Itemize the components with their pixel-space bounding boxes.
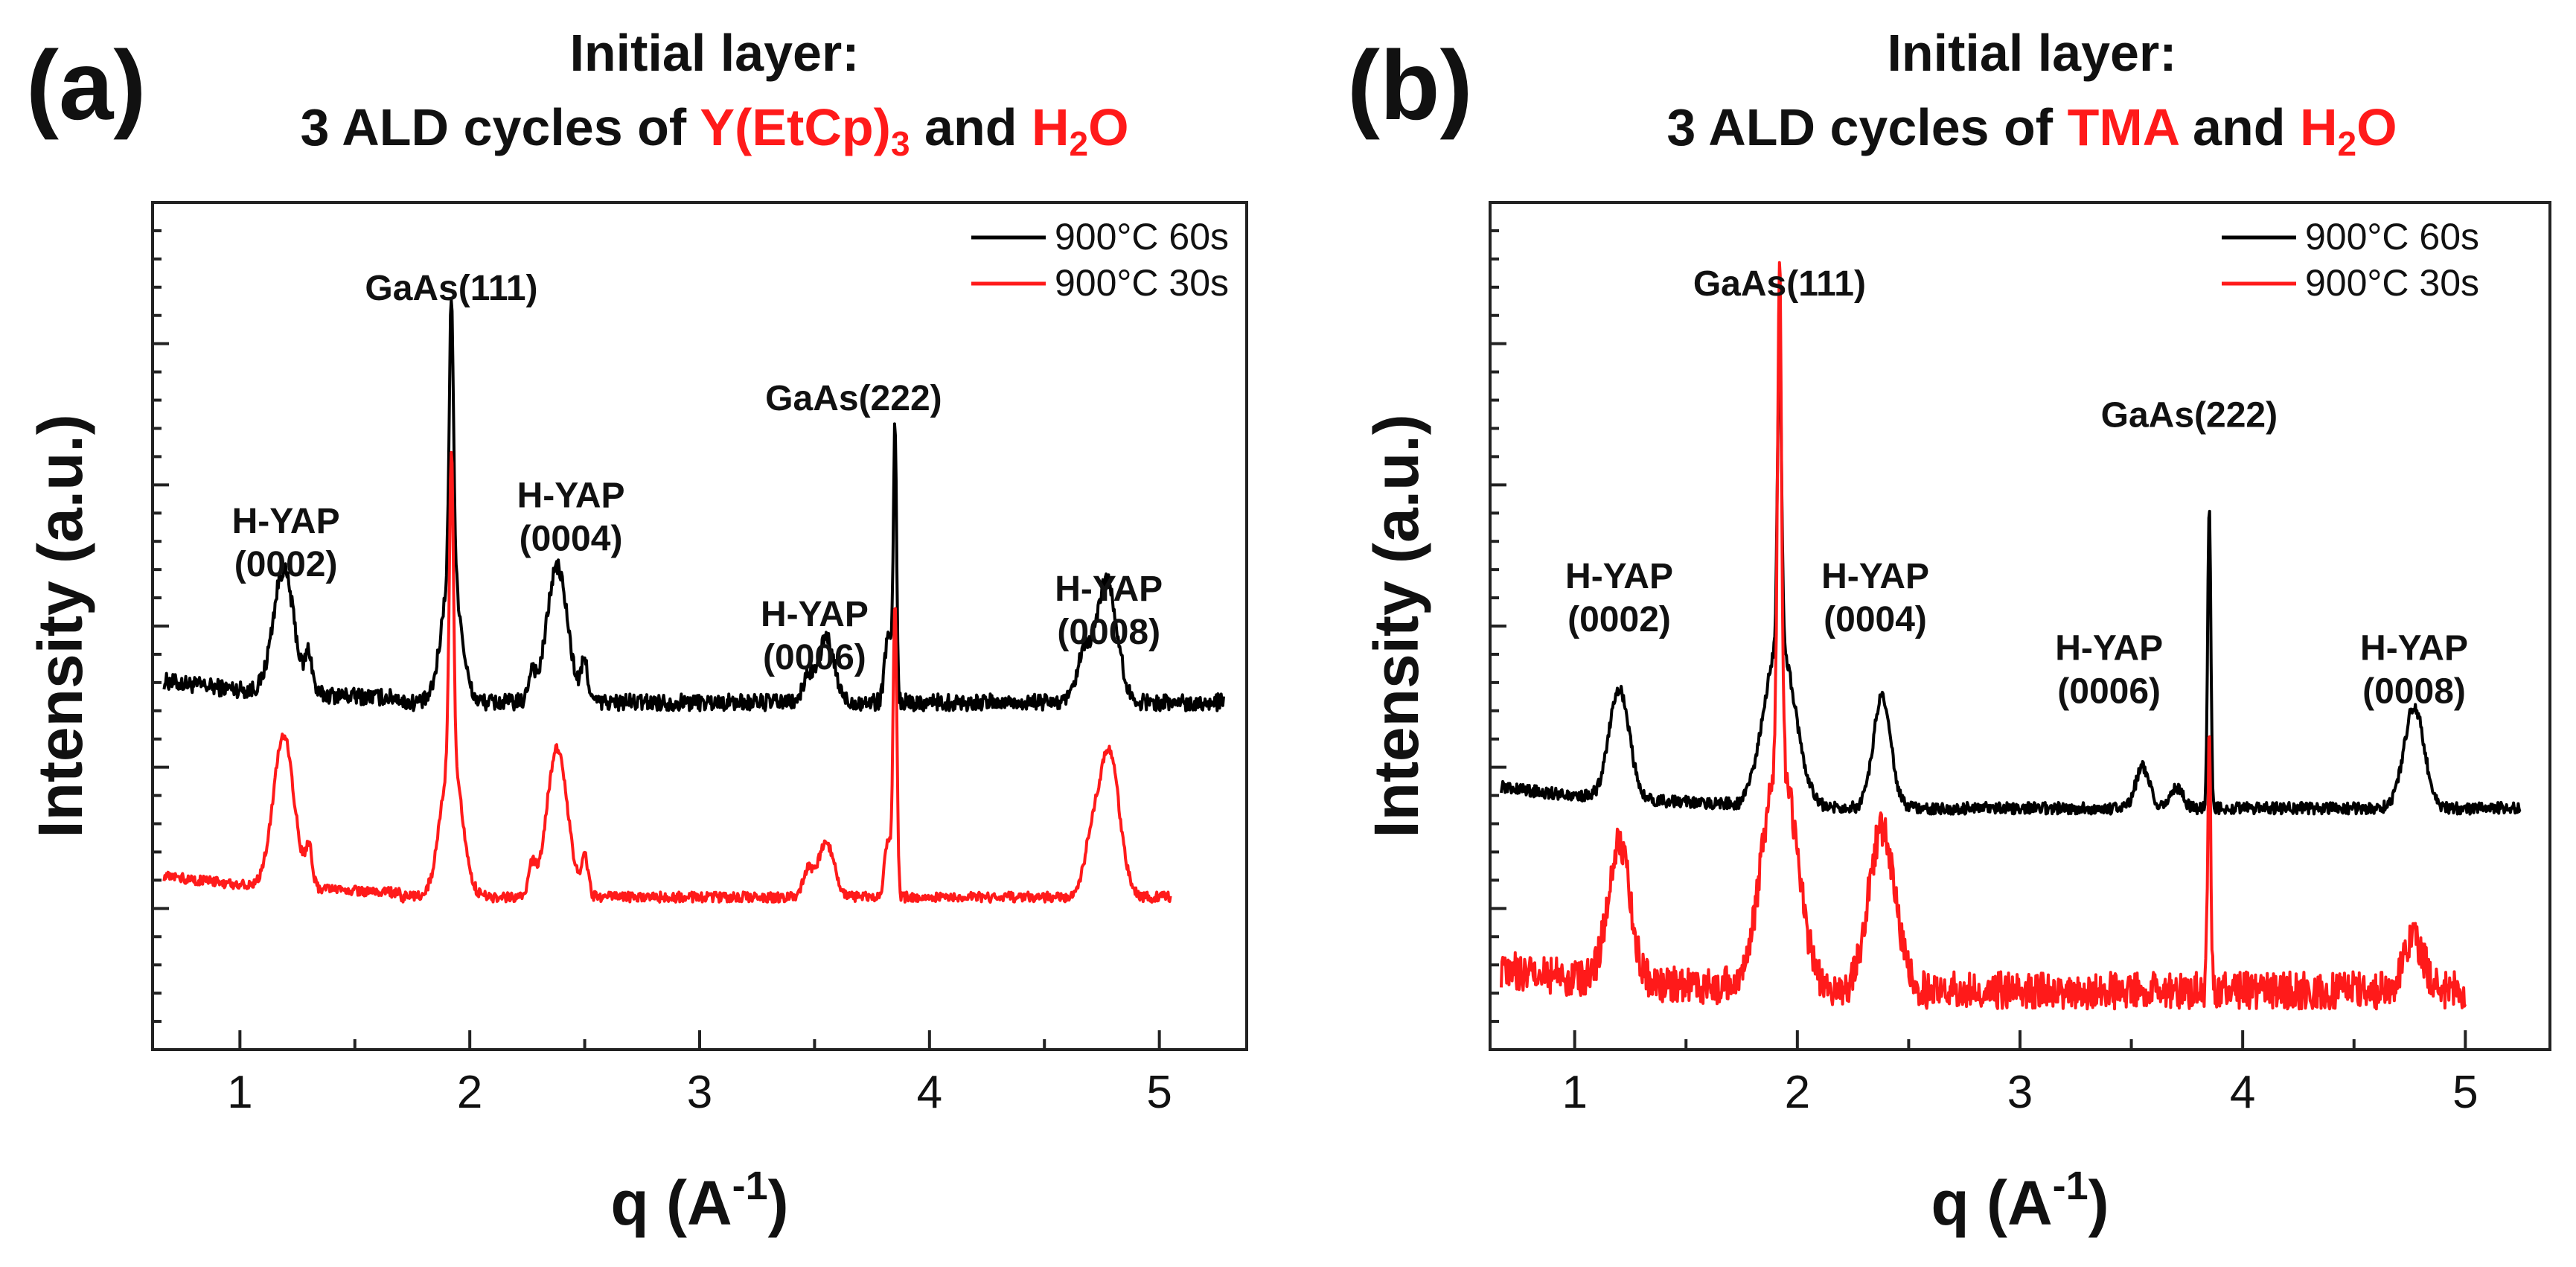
panel-b: (b) Initial layer: 3 ALD cycles of TMA and… (1347, 24, 2551, 1238)
y-axis-label: Intensity (a.u.) (25, 414, 95, 837)
x-tick-label: 2 (1785, 1067, 1810, 1118)
legend-entry: 900°C 30s (1055, 262, 1229, 304)
chart-title-line2: 3 ALD cycles of Y(EtCp)3 and H2O (300, 98, 1128, 163)
panel-label: (a) (26, 31, 146, 140)
x-tick-label: 3 (2007, 1067, 2033, 1118)
chart-title-line1: Initial layer: (569, 24, 859, 82)
x-axis-label: q (A-1) (1931, 1164, 2109, 1238)
x-tick-label: 5 (1146, 1067, 1172, 1118)
x-tick-label: 2 (457, 1067, 482, 1118)
peak-annotation: H-YAP (232, 502, 340, 541)
x-tick-label: 1 (227, 1067, 252, 1118)
peak-annotation: H-YAP (2360, 629, 2468, 668)
legend-entry: 900°C 60s (1055, 216, 1229, 258)
panel-a: (a) Initial layer: 3 ALD cycles of Y(EtCp)… (25, 24, 1248, 1238)
peak-annotation: (0008) (1057, 613, 1160, 652)
peak-annotation: H-YAP (517, 476, 625, 516)
series-line-30s (1500, 261, 2467, 1011)
x-tick-label: 4 (2230, 1067, 2255, 1118)
chart-title-line1: Initial layer: (1887, 24, 2176, 82)
peak-annotation: GaAs(222) (2101, 396, 2278, 435)
x-tick-label: 4 (917, 1067, 942, 1118)
series-line-60s (1500, 343, 2522, 816)
peak-annotation: (0004) (1824, 600, 1927, 639)
peak-annotation: (0006) (2057, 672, 2161, 712)
series-line-30s (162, 450, 1172, 904)
peak-annotation: H-YAP (1821, 557, 1929, 596)
peak-annotation: GaAs(222) (765, 379, 942, 418)
x-axis-label: q (A-1) (610, 1164, 788, 1238)
x-tick-label: 1 (1562, 1067, 1587, 1118)
x-tick-label: 5 (2452, 1067, 2478, 1118)
peak-annotation: H-YAP (761, 595, 869, 634)
peak-annotation: GaAs(111) (1693, 264, 1866, 304)
peak-annotation: (0002) (1567, 600, 1671, 639)
peak-annotation: H-YAP (1565, 557, 1673, 596)
peak-annotation: (0006) (763, 638, 866, 677)
y-axis-label: Intensity (a.u.) (1361, 414, 1431, 837)
peak-annotation: (0008) (2362, 672, 2466, 712)
series-line-60s (162, 299, 1225, 712)
peak-annotation: GaAs(111) (365, 269, 537, 308)
legend-entry: 900°C 60s (2305, 216, 2479, 258)
peak-annotation: H-YAP (1055, 569, 1163, 609)
x-tick-label: 3 (687, 1067, 712, 1118)
peak-annotation: (0002) (234, 545, 338, 584)
peak-annotation: H-YAP (2055, 629, 2163, 668)
legend-entry: 900°C 30s (2305, 262, 2479, 304)
peak-annotation: (0004) (520, 520, 623, 559)
panel-label: (b) (1347, 31, 1473, 140)
chart-title-line2: 3 ALD cycles of TMA and H2O (1666, 98, 2397, 163)
